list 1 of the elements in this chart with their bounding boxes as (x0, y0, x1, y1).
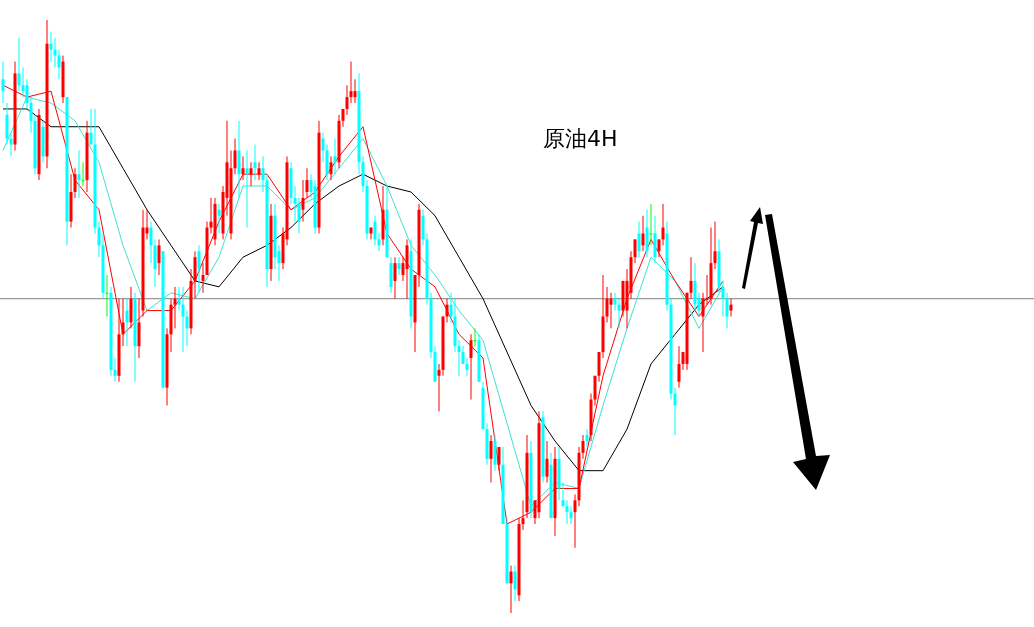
title: 原油4H (543, 126, 618, 151)
